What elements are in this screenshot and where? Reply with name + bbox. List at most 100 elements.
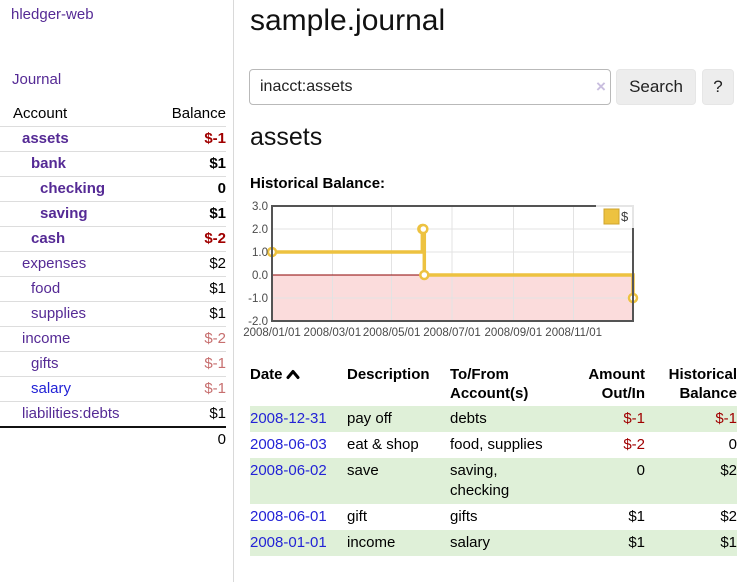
transaction-accounts: gifts bbox=[450, 508, 478, 525]
sidebar-account-link[interactable]: liabilities:debts bbox=[22, 405, 120, 422]
transaction-accounts: food, supplies bbox=[450, 436, 543, 453]
historical-balance-chart: $3.0 2.0 1.0 0.0 -1.0 -2.0 2008/01/01 2008/03/0… bbox=[240, 200, 640, 345]
register-account-heading: assets bbox=[250, 123, 323, 151]
sidebar: hledger-web Journal Account Balance asse… bbox=[0, 0, 233, 582]
chart-legend: $ bbox=[596, 205, 638, 228]
transaction-balance: $-1 bbox=[715, 410, 737, 427]
account-name-cell: supplies bbox=[0, 301, 140, 327]
search-button[interactable]: Search bbox=[616, 69, 696, 105]
chart-title: Historical Balance: bbox=[250, 175, 386, 192]
help-button[interactable]: ? bbox=[702, 69, 734, 105]
account-total-balance: 0 bbox=[140, 426, 226, 452]
y-axis-tick-label: 1.0 bbox=[252, 247, 268, 259]
sidebar-account-link[interactable]: income bbox=[22, 330, 71, 347]
account-balance: 0 bbox=[140, 176, 226, 202]
transaction-date-link[interactable]: 2008-06-03 bbox=[250, 436, 327, 453]
sidebar-account-link[interactable]: checking bbox=[40, 180, 106, 197]
transaction-date-link[interactable]: 2008-01-01 bbox=[250, 534, 327, 551]
clear-search-icon[interactable]: × bbox=[596, 77, 606, 96]
transaction-balance: $1 bbox=[720, 534, 737, 551]
account-balance: $-1 bbox=[140, 126, 226, 152]
transaction-description: pay off bbox=[347, 410, 392, 427]
transaction-date-cell: 2008-06-03 bbox=[250, 432, 347, 458]
transaction-balance: $2 bbox=[720, 462, 737, 479]
transaction-description: save bbox=[347, 462, 379, 479]
account-balance: $1 bbox=[140, 276, 226, 302]
sidebar-account-link[interactable]: expenses bbox=[22, 255, 87, 272]
transaction-row: 2008-06-02 save saving, checking 0 $2 bbox=[250, 458, 737, 504]
description-column-header: Description bbox=[347, 366, 430, 383]
sidebar-item-journal[interactable]: Journal bbox=[12, 71, 62, 88]
account-row: assets $-1 bbox=[0, 126, 226, 152]
transaction-amount: $-2 bbox=[623, 436, 645, 453]
account-balance: $1 bbox=[140, 201, 226, 227]
spacer bbox=[0, 426, 140, 452]
transaction-description: income bbox=[347, 534, 396, 551]
y-axis-tick-label: 0.0 bbox=[252, 270, 268, 282]
main-content: sample.journal × Search ? assets Histori… bbox=[240, 0, 742, 582]
transaction-date-cell: 2008-06-01 bbox=[250, 504, 347, 530]
transaction-row: 2008-01-01 income salary $1 $1 bbox=[250, 530, 737, 556]
account-name-cell: assets bbox=[0, 126, 140, 152]
data-point-marker bbox=[418, 223, 429, 235]
sidebar-account-link[interactable]: bank bbox=[31, 155, 67, 172]
transaction-row: 2008-06-01 gift gifts $1 $2 bbox=[250, 504, 737, 530]
sidebar-account-link[interactable]: saving bbox=[40, 205, 88, 222]
account-balance: $-1 bbox=[140, 376, 226, 402]
transaction-description: eat & shop bbox=[347, 436, 419, 453]
y-axis-tick-label: 3.0 bbox=[252, 201, 268, 213]
balance-column-header: Historical Balance bbox=[668, 366, 737, 402]
x-axis-tick-label: 2008/03/01 bbox=[304, 327, 362, 339]
transaction-date-cell: 2008-06-02 bbox=[250, 458, 347, 504]
account-row: saving $1 bbox=[0, 201, 226, 227]
account-balance: $2 bbox=[140, 251, 226, 277]
transaction-amount: $1 bbox=[628, 534, 645, 551]
account-row: income $-2 bbox=[0, 326, 226, 352]
transaction-amount: $1 bbox=[628, 508, 645, 525]
account-row: salary $-1 bbox=[0, 376, 226, 402]
account-tree: Account Balance assets $-1 bank $1 checking 0… bbox=[0, 102, 226, 452]
transaction-balance: $2 bbox=[720, 508, 737, 525]
transaction-date-link[interactable]: 2008-06-01 bbox=[250, 508, 327, 525]
sidebar-account-link[interactable]: supplies bbox=[31, 305, 87, 322]
search-input[interactable] bbox=[249, 69, 611, 105]
x-axis-tick-label: 2008/09/01 bbox=[485, 327, 543, 339]
account-tree-header: Account Balance bbox=[0, 102, 226, 127]
sidebar-account-link[interactable]: gifts bbox=[31, 355, 59, 372]
sidebar-account-link[interactable]: cash bbox=[31, 230, 66, 247]
account-name-cell: gifts bbox=[0, 351, 140, 377]
account-row: bank $1 bbox=[0, 151, 226, 177]
legend-label: $ bbox=[621, 209, 629, 224]
transaction-row: 2008-06-03 eat & shop food, supplies $-2 0 bbox=[250, 432, 737, 458]
account-name-cell: food bbox=[0, 276, 140, 302]
amount-column-header: Amount Out/In bbox=[588, 366, 645, 402]
y-axis-tick-label: 2.0 bbox=[252, 224, 268, 236]
transaction-date-link[interactable]: 2008-12-31 bbox=[250, 410, 327, 427]
account-balance: $-1 bbox=[140, 351, 226, 377]
account-row: cash $-2 bbox=[0, 226, 226, 252]
transaction-date-cell: 2008-12-31 bbox=[250, 406, 347, 432]
data-point-marker bbox=[419, 269, 430, 281]
account-name-cell: bank bbox=[0, 151, 140, 177]
transaction-description: gift bbox=[347, 508, 368, 525]
sidebar-account-link[interactable]: food bbox=[31, 280, 61, 297]
account-balance: $-2 bbox=[140, 226, 226, 252]
sidebar-account-link[interactable]: assets bbox=[22, 130, 69, 147]
account-name-cell: checking bbox=[0, 176, 140, 202]
x-axis-tick-label: 2008/07/01 bbox=[423, 327, 481, 339]
account-name-cell: income bbox=[0, 326, 140, 352]
register-table-header: Date Description To/From Account(s) Amou… bbox=[250, 362, 737, 406]
transaction-date-link[interactable]: 2008-06-02 bbox=[250, 462, 327, 479]
date-column-header[interactable]: Date bbox=[250, 362, 347, 406]
transaction-accounts: saving, checking bbox=[450, 462, 510, 499]
sidebar-account-link[interactable]: salary bbox=[31, 380, 72, 397]
account-row: supplies $1 bbox=[0, 301, 226, 327]
brand-link[interactable]: hledger-web bbox=[11, 6, 94, 23]
transaction-row: 2008-12-31 pay off debts $-1 $-1 bbox=[250, 406, 737, 432]
account-name-cell: expenses bbox=[0, 251, 140, 277]
transaction-date-cell: 2008-01-01 bbox=[250, 530, 347, 556]
transaction-amount: 0 bbox=[636, 462, 645, 479]
account-row: gifts $-1 bbox=[0, 351, 226, 377]
account-balance: $-2 bbox=[140, 326, 226, 352]
